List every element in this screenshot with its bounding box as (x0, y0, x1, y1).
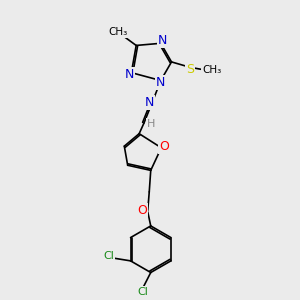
Text: O: O (159, 140, 169, 153)
Text: H: H (146, 118, 155, 128)
Text: O: O (137, 204, 147, 217)
Text: CH₃: CH₃ (202, 65, 221, 75)
Text: N: N (145, 95, 154, 109)
Text: S: S (186, 63, 194, 76)
Text: Cl: Cl (137, 287, 148, 297)
Text: N: N (156, 76, 165, 89)
Text: N: N (124, 68, 134, 81)
Text: N: N (158, 34, 167, 47)
Text: CH₃: CH₃ (108, 27, 127, 37)
Text: Cl: Cl (103, 251, 114, 261)
